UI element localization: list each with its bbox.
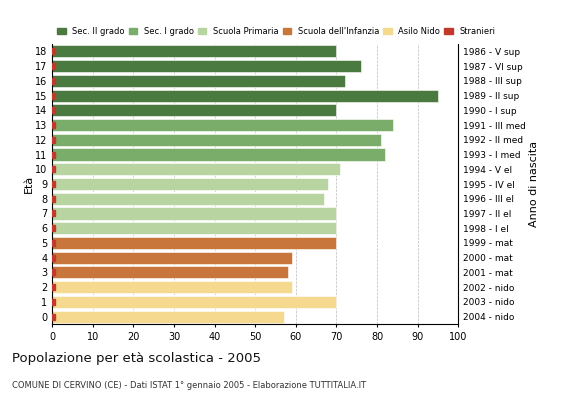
Bar	[52, 163, 340, 175]
Y-axis label: Anno di nascita: Anno di nascita	[529, 141, 539, 227]
Text: Popolazione per età scolastica - 2005: Popolazione per età scolastica - 2005	[12, 352, 260, 365]
Bar	[52, 266, 288, 278]
Bar	[52, 148, 385, 160]
Bar	[52, 90, 438, 102]
Bar	[52, 60, 361, 72]
Bar	[52, 237, 336, 249]
Bar	[52, 45, 336, 58]
Legend: Sec. II grado, Sec. I grado, Scuola Primaria, Scuola dell'Infanzia, Asilo Nido, : Sec. II grado, Sec. I grado, Scuola Prim…	[56, 26, 496, 37]
Bar	[52, 252, 292, 264]
Text: COMUNE DI CERVINO (CE) - Dati ISTAT 1° gennaio 2005 - Elaborazione TUTTITALIA.IT: COMUNE DI CERVINO (CE) - Dati ISTAT 1° g…	[12, 381, 366, 390]
Bar	[52, 75, 345, 87]
Bar	[52, 310, 284, 323]
Y-axis label: Età: Età	[24, 175, 34, 193]
Bar	[52, 281, 292, 293]
Bar	[52, 296, 336, 308]
Bar	[52, 222, 336, 234]
Bar	[52, 119, 393, 131]
Bar	[52, 104, 336, 116]
Bar	[52, 193, 324, 205]
Bar	[52, 208, 336, 220]
Bar	[52, 134, 381, 146]
Bar	[52, 178, 328, 190]
